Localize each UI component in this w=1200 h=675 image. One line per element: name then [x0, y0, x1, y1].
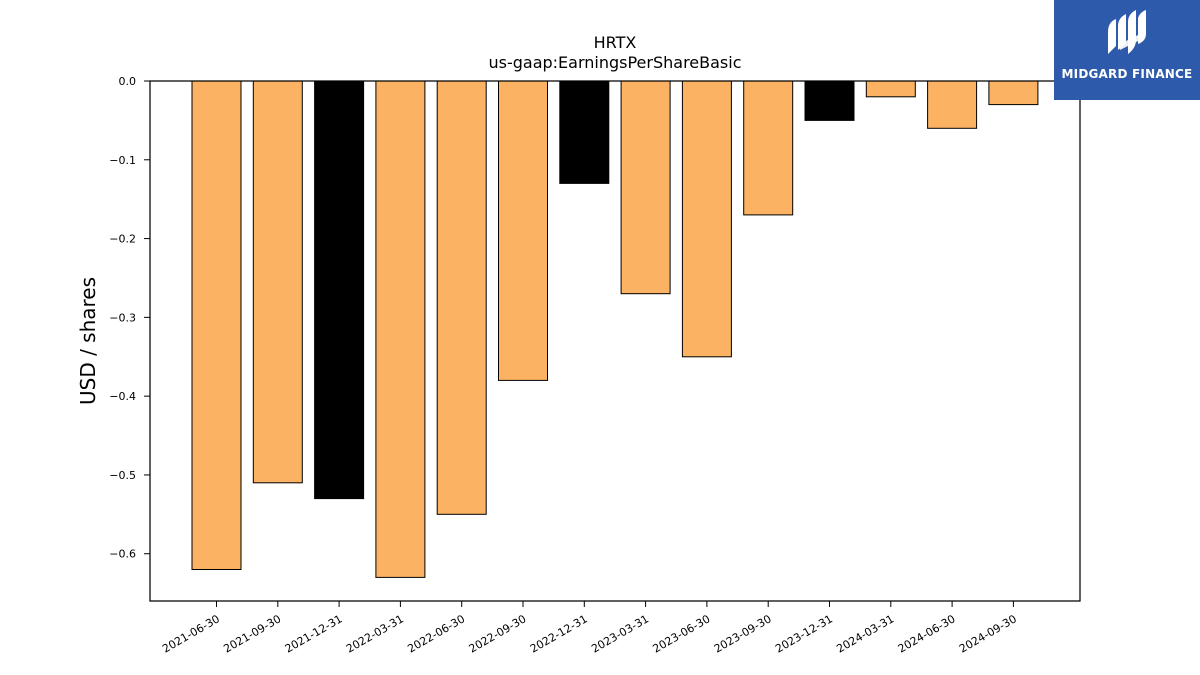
x-tick-label: 2024-06-30	[896, 612, 958, 655]
bar-2022-12-31	[559, 80, 610, 184]
bar-2023-06-30	[681, 80, 732, 358]
logo-text: MIDGARD FINANCE	[1061, 67, 1193, 81]
bar-2023-09-30	[743, 80, 794, 216]
x-tick-label: 2023-06-30	[651, 612, 713, 655]
y-tick-label: −0.1	[109, 154, 136, 167]
bar-2023-03-31	[620, 80, 671, 295]
x-tick-label: 2024-03-31	[834, 612, 896, 655]
x-tick-label: 2022-06-30	[405, 612, 467, 655]
bar-2024-06-30	[927, 80, 978, 129]
x-tick-label: 2023-12-31	[773, 612, 835, 655]
x-axis: 2021-06-30 2021-09-30 2021-12-31 2022-03-31…	[160, 601, 1019, 656]
bar-2022-06-30	[436, 80, 487, 515]
y-tick-label: −0.3	[109, 311, 136, 324]
bar-2024-03-31	[865, 80, 916, 98]
bar-2021-06-30	[191, 80, 242, 570]
chart-title: HRTX	[594, 33, 637, 52]
y-tick-label: −0.5	[109, 469, 136, 482]
y-axis-label: USD / shares	[76, 277, 100, 405]
bar-2022-09-30	[498, 80, 548, 381]
x-tick-label: 2023-09-30	[712, 612, 774, 655]
x-tick-label: 2022-12-31	[528, 612, 590, 655]
bars-group	[191, 80, 1039, 578]
x-tick-label: 2022-03-31	[344, 612, 406, 655]
y-tick-label: −0.2	[109, 233, 136, 246]
bar-2022-03-31	[375, 80, 426, 578]
x-tick-label: 2021-06-30	[160, 612, 222, 655]
bar-2021-09-30	[252, 80, 303, 484]
x-tick-label: 2021-09-30	[221, 612, 283, 655]
x-tick-label: 2024-09-30	[957, 612, 1019, 655]
plot-frame	[149, 80, 1081, 602]
bar-2023-12-31	[804, 80, 855, 121]
bar-2024-09-30	[988, 80, 1039, 106]
y-tick-label: 0.0	[119, 75, 137, 88]
y-tick-label: −0.6	[109, 548, 136, 561]
logo-mark-icon	[1108, 10, 1146, 54]
x-tick-label: 2022-09-30	[467, 612, 529, 655]
y-tick-label: −0.4	[109, 390, 136, 403]
x-tick-label: 2021-12-31	[283, 612, 345, 655]
y-axis: 0.0 −0.1 −0.2 −0.3 −0.4 −0.5 −0.6	[109, 75, 150, 561]
brand-logo: MIDGARD FINANCE	[1054, 0, 1200, 100]
x-tick-label: 2023-03-31	[589, 612, 651, 655]
chart-subtitle: us-gaap:EarningsPerShareBasic	[488, 53, 741, 72]
bar-2021-12-31	[314, 80, 365, 500]
